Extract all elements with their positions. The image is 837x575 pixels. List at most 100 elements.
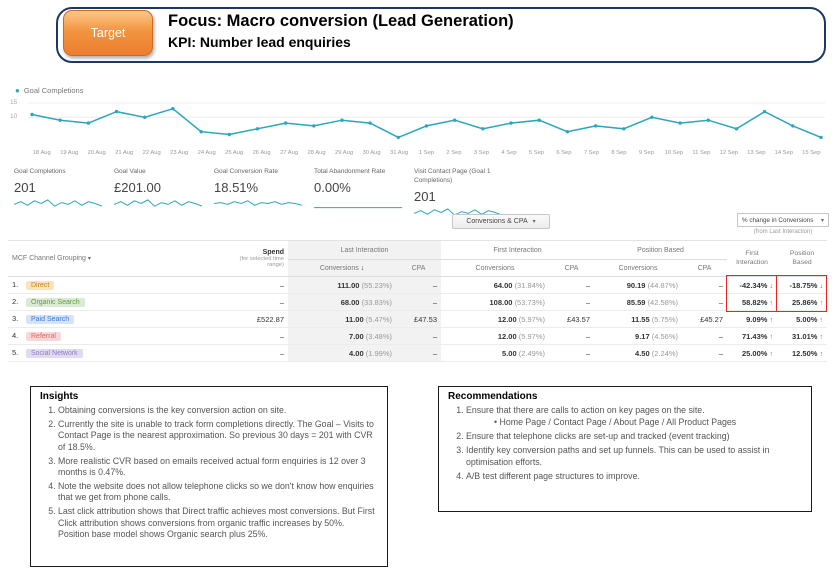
channel-grouping-header[interactable]: MCF Channel Grouping ▾: [8, 240, 218, 277]
date-label: 15 Sep: [802, 150, 821, 156]
metric-value: 0.00%: [314, 179, 351, 195]
metric-card: Visit Contact Page (Goal 1 Completions) 2…: [414, 168, 506, 218]
metric-card: Goal Completions 201: [14, 168, 106, 209]
change-arrow-up-icon: ↑: [819, 350, 824, 358]
last-conversions-cell: 111.00 (55.23%): [288, 276, 396, 294]
first-cpa-cell: –: [549, 276, 594, 294]
date-label: 11 Sep: [692, 150, 711, 156]
date-label: 20 Aug: [87, 150, 106, 156]
y-axis-label: 15: [10, 99, 18, 106]
date-label: 26 Aug: [252, 150, 271, 156]
metric-sparkline-chart: [414, 207, 502, 216]
focus-title: Focus: Macro conversion (Lead Generation…: [168, 12, 514, 30]
conversions-header-label: Conversions: [319, 264, 359, 272]
metric-scorecards: Goal Completions 201 Goal Value £201.00 Goal…: [14, 168, 534, 218]
sort-descending-icon: ↓: [360, 264, 365, 272]
metric-label: Goal Conversion Rate: [214, 168, 278, 175]
change-arrow-up-icon: ↑: [819, 299, 824, 307]
pct-change-position-cell: 12.50% ↑: [777, 344, 828, 362]
last-conversions-header[interactable]: Conversions ↓: [288, 259, 396, 277]
change-arrow-up-icon: ↑: [819, 316, 824, 324]
position-cpa-cell: –: [682, 344, 728, 362]
row-number: 3.: [12, 314, 19, 323]
change-arrow-up-icon: ↑: [769, 350, 774, 358]
position-cpa-header[interactable]: CPA: [682, 259, 728, 277]
channel-row: 1. Direct –111.00 (55.23%) –64.00 (31.84%) –…: [8, 276, 828, 294]
recommendation-item: A/B test different page structures to im…: [466, 471, 802, 482]
date-label: 2 Sep: [446, 150, 462, 156]
metric-value: 18.51%: [214, 179, 259, 195]
metric-label: Goal Completions: [14, 168, 66, 175]
pct-change-first-cell: 58.82% ↑: [727, 293, 778, 311]
channel-chip: Direct: [26, 281, 55, 290]
change-arrow-down-icon: ↓: [819, 282, 824, 290]
first-cpa-cell: £43.57: [549, 310, 594, 328]
channel-chip: Paid Search: [26, 315, 75, 324]
header-outline: [56, 7, 826, 63]
date-label: 22 Aug: [142, 150, 161, 156]
channel-row: 3. Paid Search £522.87 11.00 (5.47%) £47.53 1…: [8, 310, 828, 328]
change-arrow-up-icon: ↑: [819, 333, 824, 341]
recommendations-box: Recommendations Ensure that there are ca…: [438, 386, 812, 512]
date-label: 18 Aug: [32, 150, 51, 156]
metric-sparkline-chart: [314, 206, 402, 208]
change-arrow-up-icon: ↑: [769, 316, 774, 324]
last-cpa-cell: £47.53: [396, 310, 441, 328]
kpi-subtitle: KPI: Number lead enquiries: [168, 33, 351, 50]
metric-selector-dropdown[interactable]: Conversions & CPA ▾: [452, 214, 550, 229]
insight-item: Obtaining conversions is the key convers…: [58, 405, 378, 416]
pct-change-position-cell: 5.00% ↑: [777, 310, 828, 328]
goal-completions-chart: [28, 102, 825, 140]
position-conversions-cell: 90.19 (44.87%): [594, 276, 682, 294]
metric-value: 201: [14, 179, 36, 195]
last-interaction-group-header: Last Interaction: [288, 240, 441, 260]
recommendation-item: Identify key conversion paths and set up…: [466, 445, 802, 468]
position-conversions-cell: 9.17 (4.56%): [594, 327, 682, 345]
metric-sparkline-chart: [114, 199, 202, 207]
pct-change-note: (from Last Interaction): [753, 229, 813, 235]
y-axis-label: 10: [10, 113, 18, 120]
channel-row: 5. Social Network –4.00 (1.99%) –5.00 (2.49…: [8, 344, 828, 362]
recommendation-item: Ensure that there are calls to action on…: [466, 405, 802, 429]
target-badge: Target: [63, 10, 153, 56]
date-label: 27 Aug: [280, 150, 299, 156]
channel-cell: 4. Referral: [8, 327, 218, 345]
row-number: 4.: [12, 331, 19, 340]
last-cpa-header[interactable]: CPA: [396, 259, 441, 277]
position-conversions-header[interactable]: Conversions: [594, 259, 682, 277]
row-number: 1.: [12, 280, 19, 289]
pct-change-first-cell: 25.00% ↑: [727, 344, 778, 362]
date-label: 29 Aug: [335, 150, 354, 156]
pct-change-position-cell: 31.01% ↑: [777, 327, 828, 345]
metric-value: 201: [414, 188, 436, 204]
chart-x-axis: 18 Aug 19 Aug 20 Aug 21 Aug 22 Aug 23 Aug 24 A…: [28, 150, 825, 156]
first-conversions-cell: 5.00 (2.49%): [441, 344, 549, 362]
date-label: 1 Sep: [418, 150, 435, 156]
date-label: 30 Aug: [362, 150, 381, 156]
first-cpa-header[interactable]: CPA: [549, 259, 594, 277]
date-label: 23 Aug: [170, 150, 189, 156]
pct-first-interaction-header: First Interaction: [727, 240, 778, 277]
metric-value: £201.00: [114, 179, 161, 195]
legend-label: Goal Completions: [23, 86, 84, 95]
channel-cell: 5. Social Network: [8, 344, 218, 362]
page-title: Focus: Macro conversion (Lead Generation…: [168, 11, 514, 51]
first-conversions-header[interactable]: Conversions: [441, 259, 549, 277]
spend-cell: –: [218, 276, 288, 294]
recommendations-title: Recommendations: [448, 391, 538, 402]
position-conversions-cell: 11.55 (5.75%): [594, 310, 682, 328]
pct-change-first-cell: 71.43% ↑: [727, 327, 778, 345]
position-cpa-cell: £45.27: [682, 310, 728, 328]
date-label: 8 Sep: [611, 150, 627, 156]
pct-change-selector-dropdown[interactable]: % change in Conversions ▾: [737, 213, 829, 227]
insights-list: Obtaining conversions is the key convers…: [40, 405, 378, 541]
pct-change-position-cell: 25.86% ↑: [777, 293, 828, 311]
insight-item: Last click attribution shows that Direct…: [58, 506, 378, 540]
channel-cell: 2. Organic Search: [8, 293, 218, 311]
channel-chip: Organic Search: [26, 298, 85, 307]
date-label: 7 Sep: [583, 150, 599, 156]
position-conversions-cell: 4.50 (2.24%): [594, 344, 682, 362]
date-label: 19 Aug: [60, 150, 79, 156]
last-cpa-cell: –: [396, 344, 441, 362]
pct-position-based-header: Position Based: [777, 240, 828, 277]
